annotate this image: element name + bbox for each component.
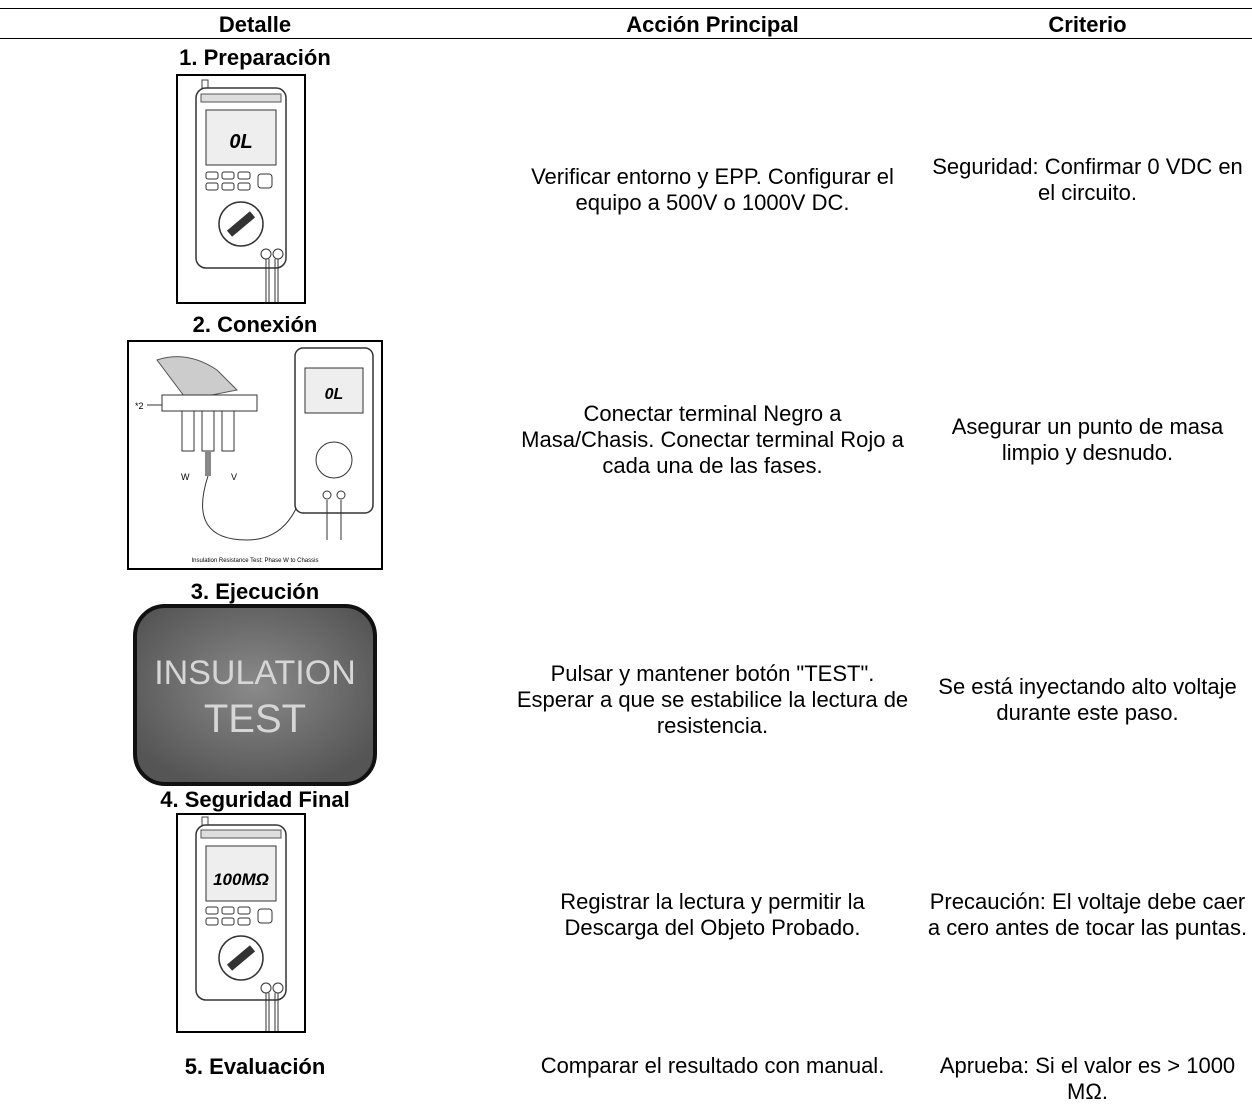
header-cell: Criterio bbox=[1048, 12, 1127, 37]
criterion-cell: Aprueba: Si el valor es > 1000 MΩ. bbox=[939, 1053, 1236, 1104]
meter-image: 0L bbox=[176, 74, 306, 304]
header-cell: Detalle bbox=[218, 12, 292, 37]
display-text: 0L bbox=[325, 386, 344, 403]
action-cell: Comparar el resultado con manual. bbox=[540, 1053, 885, 1078]
diagram-label: *2 bbox=[135, 401, 144, 411]
button-text: INSULATION bbox=[154, 654, 356, 692]
diagram-caption: Insulation Resistance Test: Phase W to C… bbox=[192, 558, 319, 564]
diagram-label: V bbox=[231, 472, 237, 482]
diagram-label: W bbox=[181, 472, 190, 482]
criterion-cell: Seguridad: Confirmar 0 VDC en el circuit… bbox=[932, 154, 1243, 205]
row-title: 4. Seguridad Final bbox=[160, 787, 350, 812]
header-rule bbox=[0, 38, 1252, 39]
criterion-cell: Precaución: El voltaje debe caer a cero … bbox=[927, 889, 1248, 940]
action-cell: Verificar entorno y EPP. Configurar el e… bbox=[531, 164, 894, 215]
top-rule bbox=[0, 8, 1252, 9]
criterion-cell: Se está inyectando alto voltaje durante … bbox=[938, 674, 1237, 725]
row-title: 1. Preparación bbox=[179, 45, 331, 70]
row-title: 5. Evaluación bbox=[184, 1054, 326, 1079]
row-title: 2. Conexión bbox=[192, 312, 318, 337]
row-title: 3. Ejecución bbox=[190, 579, 320, 604]
meter-image: 100MΩ bbox=[176, 813, 306, 1033]
criterion-cell: Asegurar un punto de masa limpio y desnu… bbox=[951, 414, 1224, 465]
action-cell: Conectar terminal Negro a Masa/Chasis. C… bbox=[521, 401, 904, 478]
button-image: INSULATION TEST bbox=[133, 604, 377, 786]
button-text: TEST bbox=[204, 697, 306, 741]
action-cell: Pulsar y mantener botón "TEST". Esperar … bbox=[516, 661, 909, 738]
action-cell: Registrar la lectura y permitir la Desca… bbox=[560, 889, 865, 940]
display-text: 0L bbox=[229, 131, 252, 153]
header-cell: Acción Principal bbox=[626, 12, 799, 37]
display-text: 100MΩ bbox=[213, 870, 269, 889]
connection-image: *2 W V 0L Insulation Resistance Test: Ph… bbox=[127, 340, 383, 570]
